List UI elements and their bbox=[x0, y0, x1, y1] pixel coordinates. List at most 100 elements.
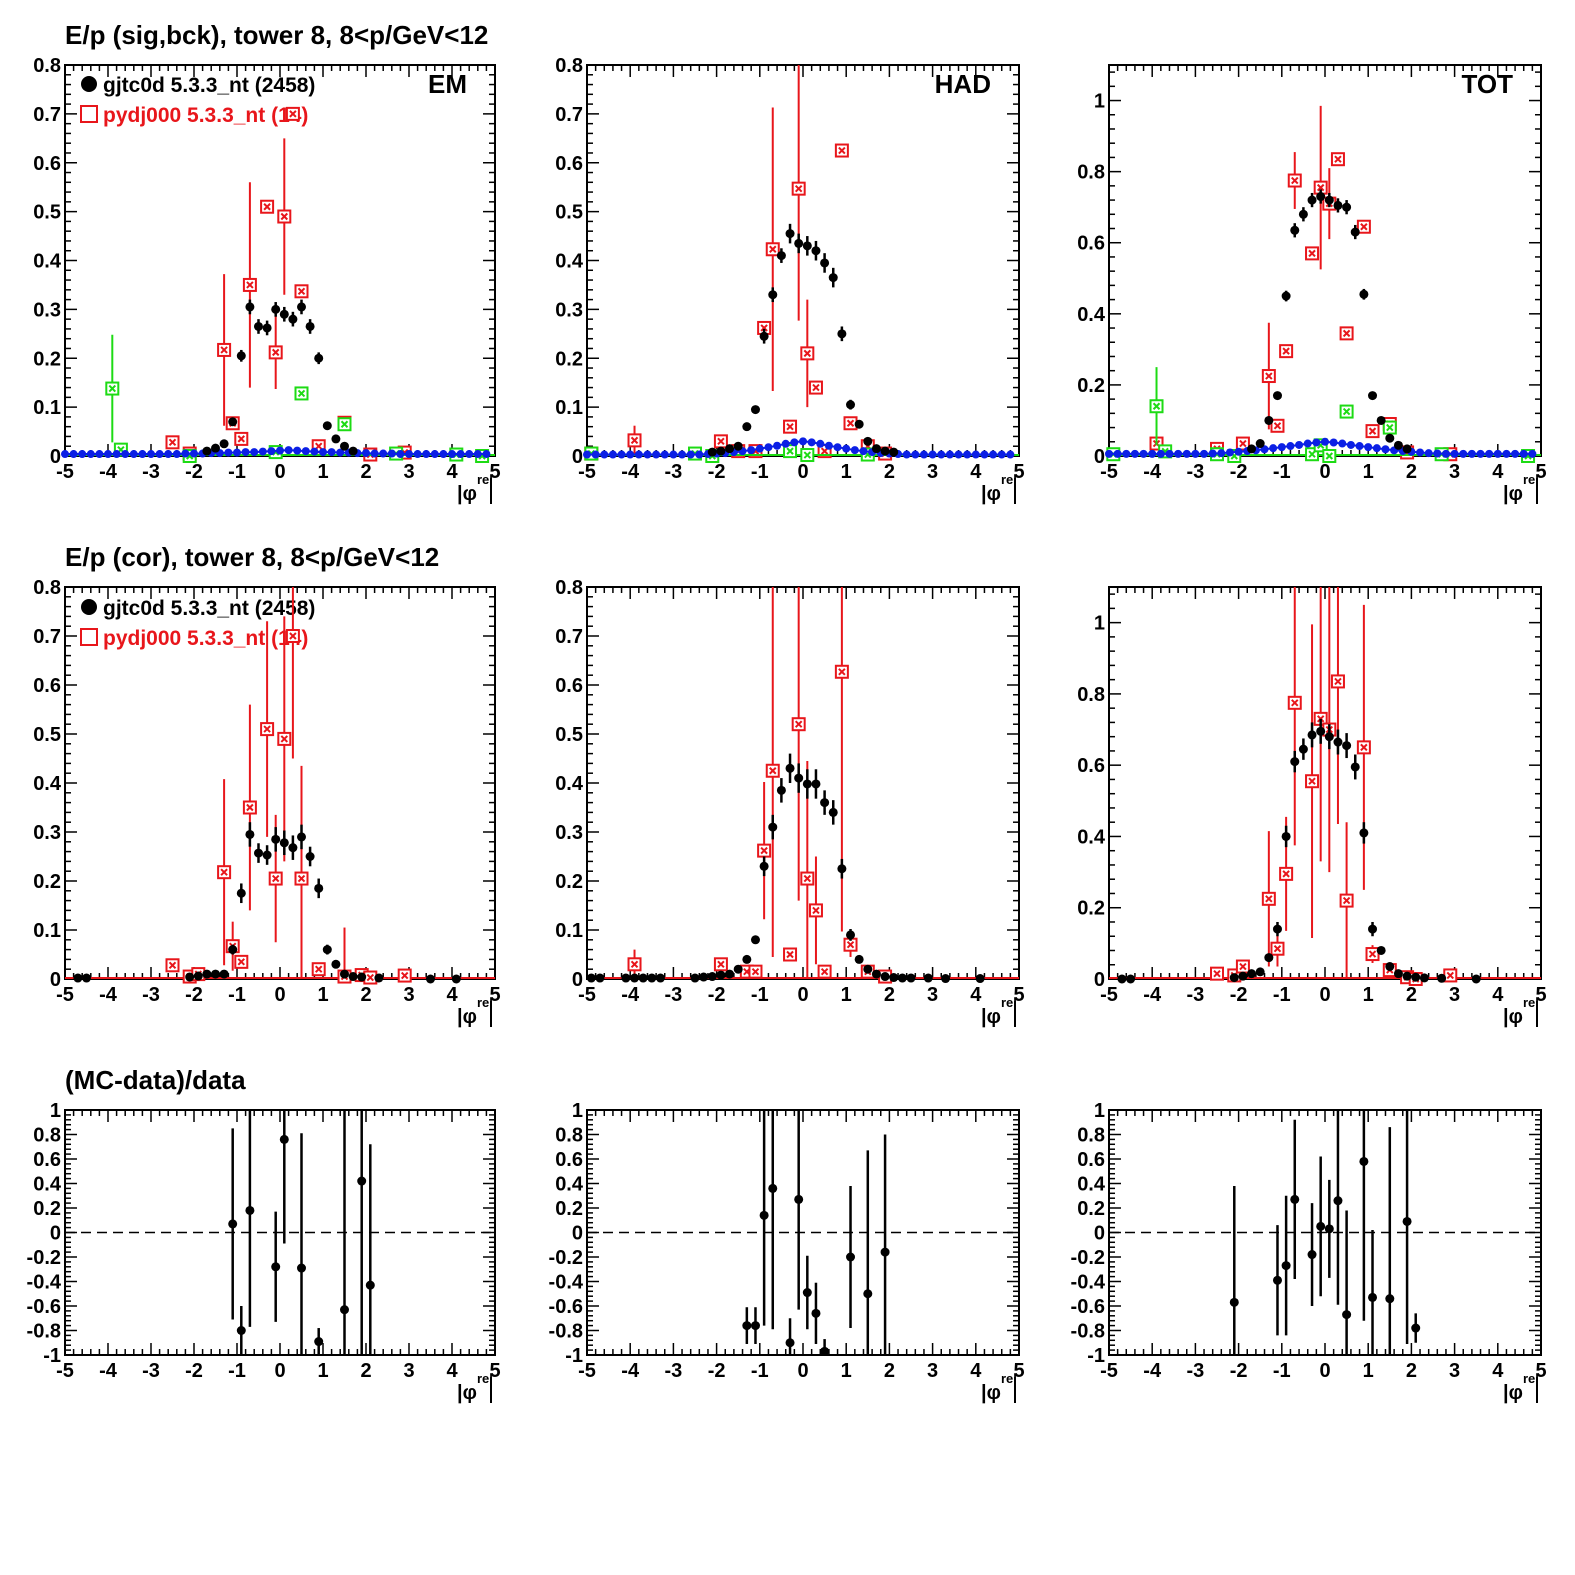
y-tick-label: 0 bbox=[572, 446, 583, 468]
bck-point bbox=[652, 450, 661, 459]
data-point bbox=[759, 1210, 769, 1220]
data-point bbox=[820, 798, 830, 808]
data-point bbox=[707, 972, 717, 982]
y-tick-label: 0.4 bbox=[1077, 826, 1106, 848]
x-tick-label: 0 bbox=[274, 984, 285, 1006]
legend-row2: gjtc0d 5.3.3_nt (2458) pydj000 5.3.3_nt … bbox=[80, 597, 315, 650]
x-tick-label: 5 bbox=[1535, 984, 1546, 1006]
bck-point bbox=[482, 450, 491, 459]
series-data bbox=[1247, 189, 1412, 454]
x-axis-label: |φ bbox=[457, 1006, 477, 1028]
data-point bbox=[690, 973, 700, 983]
mc-point-cross bbox=[280, 212, 289, 221]
bck-point bbox=[1225, 448, 1234, 457]
bck-point bbox=[1182, 449, 1191, 458]
data-point bbox=[1307, 730, 1317, 740]
mc-point-cross bbox=[838, 146, 846, 155]
data-point bbox=[1402, 1216, 1412, 1226]
panel-row1-EM: -5 -4 -3 -2 -1 0 1 2 3 4 5 0 0.1 0.2 0.3 0.4 0.5 0.6 0.7 0.… bbox=[33, 55, 500, 505]
x-tick-label: -5 bbox=[1100, 461, 1118, 483]
data-point bbox=[889, 973, 899, 983]
x-tick-label: 1 bbox=[841, 461, 852, 483]
data-point bbox=[254, 848, 263, 858]
bck-point bbox=[129, 450, 138, 459]
data-point bbox=[297, 302, 306, 312]
series-data bbox=[1117, 718, 1481, 984]
x-tick-label: -1 bbox=[228, 461, 246, 483]
plot-frame bbox=[586, 64, 1020, 457]
data-point bbox=[1272, 391, 1282, 401]
x-tick-label: 4 bbox=[970, 461, 982, 483]
bck-point bbox=[1441, 449, 1450, 458]
x-tick-label: 2 bbox=[360, 1360, 371, 1382]
bck-point bbox=[1217, 449, 1226, 458]
bck-point bbox=[773, 441, 782, 450]
sig-point-cross bbox=[803, 451, 812, 459]
bck-point bbox=[1459, 449, 1468, 458]
y-tick-label: 0.6 bbox=[33, 675, 61, 697]
data-point bbox=[1229, 1297, 1239, 1307]
data-point bbox=[586, 973, 596, 983]
data-point bbox=[863, 436, 873, 446]
y-tick-label: 0.7 bbox=[33, 626, 61, 648]
bck-point bbox=[336, 448, 345, 457]
y-tick-label: 0 bbox=[1094, 446, 1105, 468]
data-point bbox=[1290, 757, 1300, 767]
x-tick-label: 2 bbox=[884, 984, 895, 1006]
mc-point-cross bbox=[1239, 962, 1247, 971]
mc-point-cross bbox=[400, 971, 409, 980]
bck-point bbox=[859, 447, 868, 456]
mc-point-cross bbox=[803, 874, 812, 883]
x-tick-label: -2 bbox=[1230, 984, 1248, 1006]
mc-point-cross bbox=[1446, 971, 1454, 980]
data-point bbox=[923, 973, 933, 983]
bck-point bbox=[1329, 438, 1338, 447]
series-data bbox=[707, 223, 899, 457]
bck-point bbox=[439, 450, 448, 459]
x-tick-label: 4 bbox=[1492, 461, 1504, 483]
legend-data-marker bbox=[81, 599, 97, 615]
data-point bbox=[1117, 974, 1127, 984]
data-point bbox=[1342, 202, 1352, 212]
bck-point bbox=[396, 450, 405, 459]
x-axis-label: |φ bbox=[981, 483, 1001, 505]
bck-point bbox=[1485, 449, 1494, 458]
data-point bbox=[750, 405, 760, 415]
panel-row3-HAD: -5 -4 -3 -2 -1 0 1 2 3 4 5-1-0.8-0.6-0.4-0.200.20.… bbox=[549, 1100, 1025, 1404]
bck-point bbox=[919, 450, 928, 459]
data-point bbox=[357, 1176, 367, 1186]
bck-point bbox=[181, 449, 190, 458]
data-point bbox=[811, 246, 821, 256]
x-axis-label-sup: rel bbox=[1523, 1371, 1539, 1386]
y-tick-label: 0.7 bbox=[33, 104, 61, 126]
panel-row2-EM: -5 -4 -3 -2 -1 0 1 2 3 4 5 0 0.1 0.2 0.3 0.4 0.5 0.6 0.7 0.… bbox=[33, 577, 500, 1028]
data-point bbox=[1333, 737, 1343, 747]
x-tick-label: 0 bbox=[797, 1360, 808, 1382]
mc-point-cross bbox=[1342, 329, 1351, 338]
bck-point bbox=[591, 450, 600, 459]
y-tick-label: 0.8 bbox=[33, 1125, 61, 1147]
bck-point bbox=[104, 450, 112, 459]
data-point bbox=[1307, 195, 1317, 205]
data-point bbox=[776, 785, 786, 795]
data-point bbox=[340, 1305, 349, 1315]
mc-point-cross bbox=[846, 419, 855, 427]
data-point bbox=[716, 970, 726, 980]
mc-point-cross bbox=[1368, 950, 1377, 958]
data-point bbox=[331, 959, 341, 969]
bck-point bbox=[1148, 449, 1157, 458]
bck-point bbox=[1346, 440, 1355, 449]
mc-point-cross bbox=[803, 349, 812, 358]
bck-point bbox=[807, 438, 816, 447]
bck-point bbox=[1277, 443, 1286, 452]
data-point bbox=[776, 251, 786, 261]
data-point bbox=[314, 353, 324, 363]
data-point bbox=[279, 1134, 289, 1144]
bck-point bbox=[626, 450, 635, 459]
y-tick-label: 0.4 bbox=[555, 773, 584, 795]
data-point bbox=[262, 850, 272, 860]
y-tick-label: -0.6 bbox=[27, 1296, 61, 1318]
mc-point-cross bbox=[280, 735, 289, 743]
legend-row1: gjtc0d 5.3.3_nt (2458) pydj000 5.3.3_nt … bbox=[80, 74, 315, 127]
data-point bbox=[228, 1219, 238, 1229]
